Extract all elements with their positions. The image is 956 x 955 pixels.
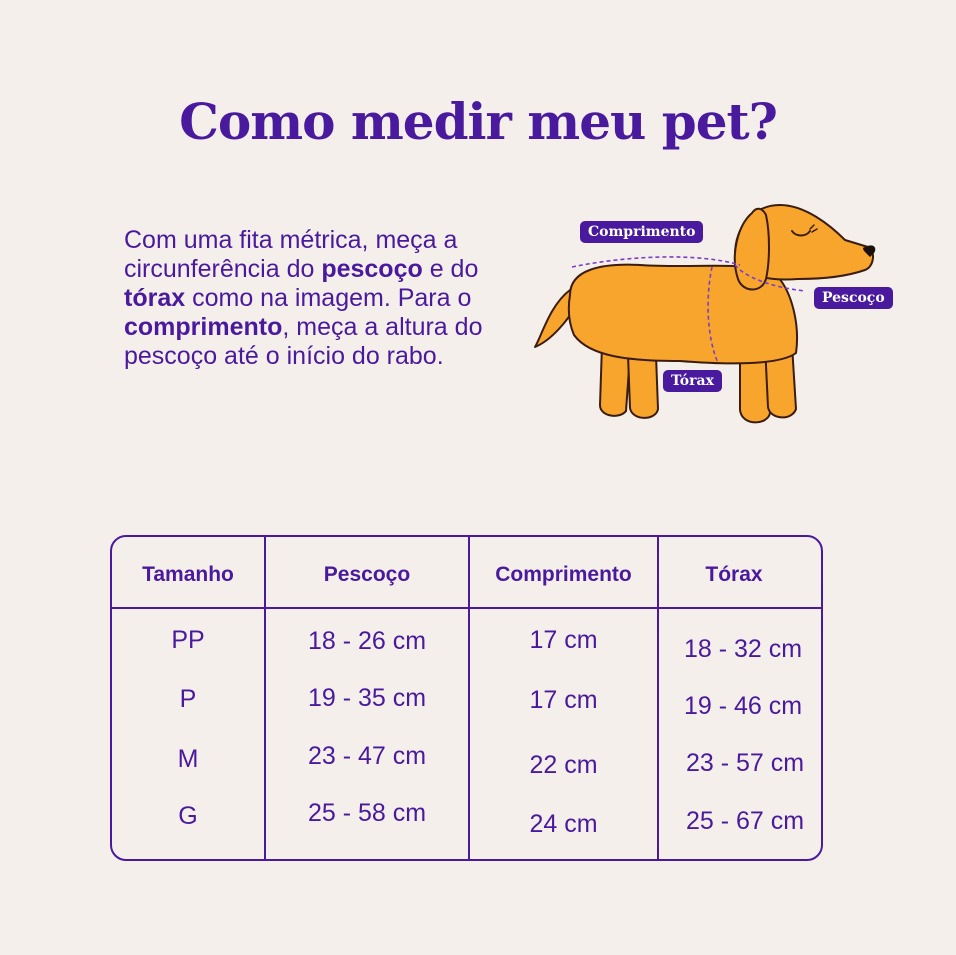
intro-bold-pescoco: pescoço [321, 255, 423, 283]
dog-ear [733, 207, 770, 291]
cell-length: 17 cm [529, 626, 598, 654]
cell-chest: 18 - 32 cm [683, 635, 803, 663]
dog-front-leg-right [764, 344, 797, 419]
dog-nose [863, 245, 876, 257]
cell-size: P [179, 685, 197, 713]
cell-neck: 25 - 58 cm [307, 799, 427, 827]
column-divider [468, 537, 470, 859]
cell-chest: 19 - 46 cm [683, 692, 803, 720]
cell-neck: 18 - 26 cm [307, 627, 427, 655]
dog-illustration [530, 195, 900, 440]
label-pescoco: Pescoço [814, 287, 893, 309]
cell-size: PP [171, 626, 205, 654]
header-comprimento: Comprimento [495, 563, 632, 586]
cell-chest: 23 - 57 cm [685, 749, 805, 777]
cell-size: G [178, 802, 198, 830]
header-pescoco: Pescoço [323, 563, 411, 586]
intro-text-2: e do [422, 255, 479, 283]
column-divider [657, 537, 659, 859]
cell-chest: 25 - 67 cm [685, 807, 805, 835]
page-title: Como medir meu pet? [179, 92, 778, 151]
header-divider [112, 607, 821, 609]
column-divider [264, 537, 266, 859]
size-table: Tamanho Pescoço Comprimento Tórax PP 18 … [110, 535, 823, 861]
label-comprimento: Comprimento [580, 221, 704, 243]
cell-neck: 23 - 47 cm [307, 742, 427, 770]
instructions-text: Com uma fita métrica, meça a circunferên… [124, 226, 524, 371]
dog-eye [791, 230, 811, 237]
dog-back-leg-right [627, 354, 659, 419]
cell-length: 22 cm [529, 751, 598, 779]
cell-length: 17 cm [529, 686, 598, 714]
label-torax: Tórax [663, 370, 722, 392]
cell-neck: 19 - 35 cm [307, 684, 427, 712]
intro-text-4: , meça a altura do pescoço até o início … [124, 313, 483, 370]
dog-body [567, 263, 799, 365]
intro-bold-torax: tórax [124, 284, 186, 312]
length-measure-line [571, 256, 741, 268]
intro-bold-comprimento: comprimento [124, 313, 283, 341]
cell-size: M [177, 745, 199, 773]
dog-drawing [534, 204, 876, 424]
intro-text-1: Com uma fita métrica, meça a circunferên… [124, 226, 458, 283]
intro-text-3: como na imagem. Para o [185, 284, 472, 312]
header-torax: Tórax [705, 563, 763, 586]
cell-length: 24 cm [529, 810, 598, 838]
neck-measure-line [734, 264, 806, 292]
dog-back-leg-left [599, 344, 631, 417]
header-tamanho: Tamanho [142, 563, 234, 586]
chest-measure-line [707, 266, 719, 364]
dog-eyelashes [809, 224, 818, 233]
